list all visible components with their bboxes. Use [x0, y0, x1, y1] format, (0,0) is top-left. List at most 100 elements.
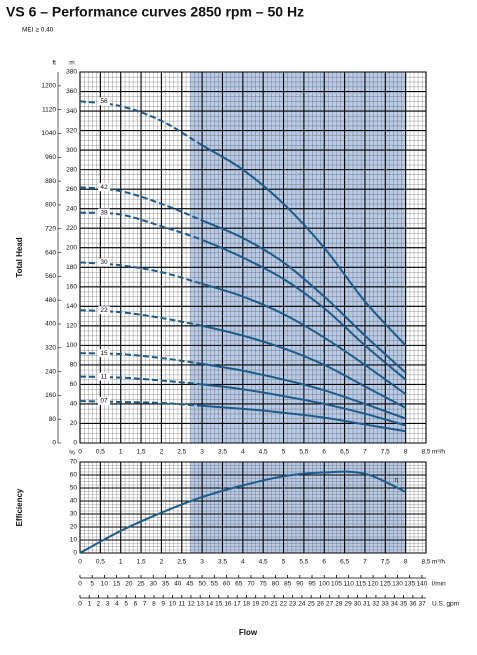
extra-unit: U.S. gpm: [432, 601, 459, 608]
extra-tick-label: 15: [113, 581, 121, 588]
extra-tick-label: 10: [169, 601, 177, 608]
minor-grid: [80, 462, 426, 553]
extra-unit: l/min: [432, 581, 446, 588]
x-axis-title: Flow: [239, 628, 258, 637]
y-tick-label: 0: [73, 550, 77, 557]
y-tick-label: 340: [66, 108, 77, 115]
x-unit: m³/h: [432, 449, 445, 456]
extra-tick-label: 65: [235, 581, 243, 588]
curve: [202, 383, 406, 427]
x-tick-label: 2: [160, 559, 164, 566]
extra-tick-label: 5: [124, 601, 128, 608]
extra-tick-label: 5: [90, 581, 94, 588]
x-tick-label: 2,5: [177, 559, 186, 566]
curve: [201, 219, 407, 374]
x-tick-label: 5,5: [299, 559, 308, 566]
y-unit: m: [69, 60, 74, 67]
extra-tick-label: 28: [335, 601, 343, 608]
curve: [201, 282, 407, 395]
curve-label: 07: [100, 398, 108, 405]
extra-tick-label: 9: [161, 601, 165, 608]
extra-tick-label: 105: [331, 581, 342, 588]
extra-tick-label: 95: [308, 581, 316, 588]
extra-tick-label: 35: [400, 601, 408, 608]
x-tick-label: 4,5: [259, 449, 268, 456]
extra-tick-label: 25: [308, 601, 316, 608]
extra-tick-label: 140: [416, 581, 427, 588]
y2-tick-label: 240: [45, 368, 56, 375]
extra-tick-label: 110: [343, 581, 354, 588]
y2-tick-label: 480: [45, 297, 56, 304]
extra-tick-label: 12: [187, 601, 195, 608]
y-tick-label: 40: [70, 498, 78, 505]
x-tick-label: 3: [200, 449, 204, 456]
y-tick-label: 160: [66, 284, 77, 291]
y-tick-label: 280: [66, 166, 77, 173]
extra-tick-label: 40: [174, 581, 182, 588]
extra-tick-label: 10: [101, 581, 109, 588]
extra-tick-label: 34: [391, 601, 399, 608]
y-tick-label: 0: [73, 440, 77, 447]
y2-tick-label: 0: [52, 440, 56, 447]
x-tick-label: 2: [160, 449, 164, 456]
extra-tick-label: 130: [392, 581, 403, 588]
curve-label: 56: [100, 98, 108, 105]
extra-tick-label: 50: [198, 581, 206, 588]
y-tick-label: 50: [70, 485, 78, 492]
x-tick-label: 8: [404, 559, 408, 566]
extra-tick-label: 36: [409, 601, 417, 608]
curve-label-bg: [98, 372, 110, 381]
y2-tick-label: 560: [45, 273, 56, 280]
extra-tick-label: 135: [404, 581, 415, 588]
extra-tick-label: 55: [211, 581, 219, 588]
curve-label-bg: [98, 397, 110, 406]
x-tick-label: 1: [119, 559, 123, 566]
extra-tick-label: 3: [106, 601, 110, 608]
extra-tick-label: 80: [272, 581, 280, 588]
minor-grid: [80, 72, 426, 443]
extra-tick-label: 15: [215, 601, 223, 608]
y-tick-label: 20: [70, 420, 78, 427]
extra-tick-label: 8: [152, 601, 156, 608]
x-tick-label: 3: [200, 559, 204, 566]
extra-tick-label: 100: [319, 581, 330, 588]
y-tick-label: 40: [70, 401, 78, 408]
chart-title: VS 6 – Performance curves 2850 rpm – 50 …: [6, 4, 304, 20]
curve-label-bg: [98, 349, 110, 358]
curve-label-bg: [98, 183, 110, 192]
extra-tick-label: 120: [368, 581, 379, 588]
extra-tick-label: 13: [197, 601, 205, 608]
extra-tick-label: 20: [125, 581, 133, 588]
x-tick-label: 6,5: [340, 449, 349, 456]
y-tick-label: 260: [66, 186, 77, 193]
x-tick-label: 7,5: [381, 559, 390, 566]
y-tick-label: 20: [70, 524, 78, 531]
extra-tick-label: 2: [97, 601, 101, 608]
extra-tick-label: 18: [243, 601, 251, 608]
x-tick-label: 5: [282, 559, 286, 566]
curve: [79, 352, 203, 365]
y2-unit: ft: [52, 60, 56, 67]
x-tick-label: 0,5: [96, 559, 105, 566]
y-tick-label: 240: [66, 205, 77, 212]
x-tick-label: 8,5: [421, 449, 430, 456]
y-tick-label: 320: [66, 127, 77, 134]
curve: [201, 144, 407, 347]
curve-label-bg: [98, 97, 110, 106]
extra-tick-label: 90: [296, 581, 304, 588]
x-tick-label: 4: [241, 559, 245, 566]
x-tick-label: 1,5: [137, 449, 146, 456]
x-tick-label: 6: [322, 559, 326, 566]
x-tick-label: 4: [241, 449, 245, 456]
y-axis-title: Efficiency: [15, 488, 24, 526]
x-tick-label: 3,5: [218, 559, 227, 566]
x-tick-label: 1,5: [137, 559, 146, 566]
curve-label: 15: [100, 350, 108, 357]
extra-tick-label: 17: [234, 601, 242, 608]
curve-label: 38: [100, 209, 108, 216]
extra-tick-label: 24: [298, 601, 306, 608]
x-tick-label: 7: [363, 559, 367, 566]
extra-tick-label: 45: [186, 581, 194, 588]
y-tick-label: 60: [70, 472, 78, 479]
curve: [79, 261, 203, 285]
